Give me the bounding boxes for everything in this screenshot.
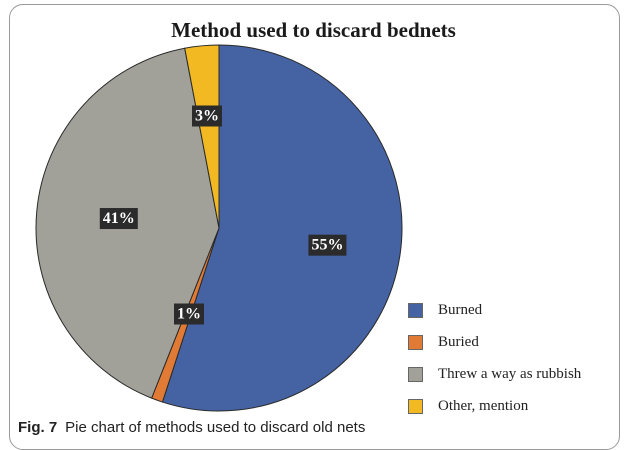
- legend-swatch-rubbish: [408, 366, 423, 382]
- legend-label-other: Other, mention: [438, 397, 529, 414]
- legend-item-other: Other, mention: [408, 390, 581, 422]
- chart-title: Method used to discard bednets: [171, 18, 456, 42]
- legend-swatch-burned: [408, 302, 423, 318]
- legend-swatch-buried: [408, 334, 423, 350]
- legend-swatch-other: [408, 398, 423, 414]
- data-label-rubbish: 41%: [99, 208, 138, 230]
- data-label-text-burned: 55%: [311, 237, 343, 254]
- legend-item-burned: Burned: [408, 294, 581, 326]
- data-label-text-other: 3%: [195, 108, 219, 125]
- data-label-bg-burned: [308, 234, 347, 256]
- legend-item-rubbish: Threw a way as rubbish: [408, 358, 581, 390]
- legend-label-burned: Burned: [438, 301, 483, 318]
- data-label-buried: 1%: [174, 303, 204, 325]
- caption-text: Pie chart of methods used to discard old…: [65, 419, 366, 436]
- pie-slice-other: [184, 44, 220, 229]
- data-label-bg-buried: [174, 303, 204, 325]
- pie-slice-burned: [161, 44, 403, 412]
- data-label-bg-other: [192, 105, 222, 127]
- legend-label-buried: Buried: [438, 333, 479, 350]
- data-label-burned: 55%: [308, 234, 347, 256]
- legend-label-rubbish: Threw a way as rubbish: [438, 365, 582, 382]
- caption-fig-label: Fig. 7: [18, 419, 58, 436]
- legend-item-buried: Buried: [408, 326, 581, 358]
- data-label-text-rubbish: 41%: [103, 210, 135, 227]
- data-label-text-buried: 1%: [177, 306, 201, 323]
- figure-caption: Fig. 7 Pie chart of methods used to disca…: [18, 419, 365, 436]
- data-label-bg-rubbish: [99, 208, 138, 230]
- legend: Burned Buried Threw a way as rubbish Oth…: [408, 294, 581, 422]
- data-label-other: 3%: [192, 105, 222, 127]
